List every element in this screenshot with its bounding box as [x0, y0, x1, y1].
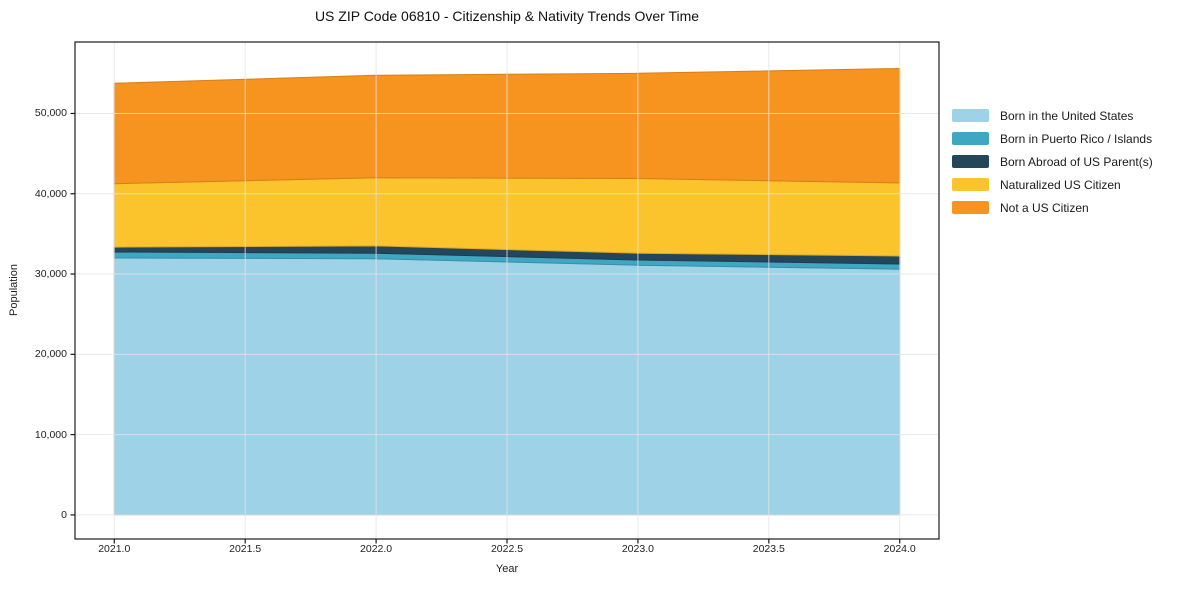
x-tick-label: 2022.0: [360, 543, 393, 555]
y-tick-label: 30,000: [34, 268, 67, 281]
legend-swatch: [952, 109, 989, 122]
legend-item: Naturalized US Citizen: [952, 173, 1153, 196]
legend-swatch: [952, 178, 989, 191]
x-tick-label: 2023.0: [621, 543, 654, 555]
x-tick-label: 2021.0: [98, 543, 131, 555]
legend-swatch: [952, 201, 989, 214]
x-axis-label: Year: [495, 563, 519, 575]
legend-item: Not a US Citizen: [952, 196, 1153, 219]
legend-item: Born in Puerto Rico / Islands: [952, 127, 1153, 150]
x-tick-label: 2023.5: [752, 543, 785, 555]
chart-title: US ZIP Code 06810 - Citizenship & Nativi…: [314, 8, 700, 24]
legend-label: Not a US Citizen: [1000, 200, 1089, 215]
y-tick-label: 10,000: [34, 428, 67, 441]
legend: Born in the United States Born in Puerto …: [952, 104, 1153, 219]
x-tick-label: 2024.0: [883, 543, 916, 555]
legend-swatch: [952, 155, 989, 168]
legend-label: Born Abroad of US Parent(s): [1000, 154, 1153, 169]
legend-label: Naturalized US Citizen: [1000, 177, 1121, 192]
legend-item: Born Abroad of US Parent(s): [952, 150, 1153, 173]
y-tick-label: 20,000: [34, 348, 67, 361]
x-tick-label: 2022.5: [490, 543, 524, 555]
legend-label: Born in Puerto Rico / Islands: [1000, 131, 1153, 146]
y-tick-label: 50,000: [34, 107, 67, 120]
legend-label: Born in the United States: [1000, 108, 1134, 123]
y-tick-label: 40,000: [34, 187, 67, 200]
legend-item: Born in the United States: [952, 104, 1153, 127]
y-axis-label: Population: [8, 264, 20, 316]
legend-swatch: [952, 132, 989, 145]
y-tick-label: 0: [61, 508, 67, 521]
x-tick-label: 2021.5: [229, 543, 262, 555]
